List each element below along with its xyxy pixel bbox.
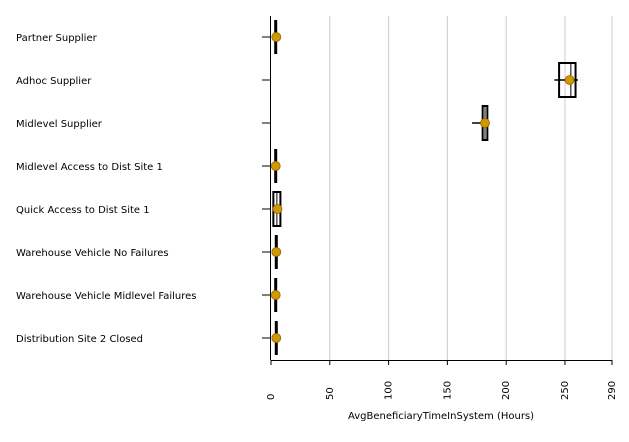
box-plot-item — [272, 191, 283, 227]
x-axis-label: AvgBeneficiaryTimeInSystem (Hours) — [348, 411, 534, 422]
category-label: Quick Access to Dist Site 1 — [16, 205, 150, 216]
category-label: Partner Supplier — [16, 33, 98, 44]
mean-marker — [271, 32, 282, 42]
box-plot-item — [270, 149, 281, 183]
box-plot-item — [271, 321, 282, 355]
mean-marker — [271, 333, 282, 343]
category-labels: Partner Supplier Adhoc Supplier Midlevel S… — [16, 33, 270, 345]
mean-marker — [480, 118, 490, 128]
mean-marker — [270, 290, 281, 300]
x-tick-label: 50 — [325, 387, 336, 400]
box-plot-item — [270, 278, 281, 312]
category-label: Warehouse Vehicle Midlevel Failures — [16, 291, 197, 302]
category-label: Adhoc Supplier — [16, 76, 92, 87]
box — [558, 62, 577, 98]
category-label: Midlevel Access to Dist Site 1 — [16, 162, 163, 173]
grid-lines — [329, 16, 613, 360]
x-tick-label: 200 — [501, 381, 512, 400]
category-label: Warehouse Vehicle No Failures — [16, 248, 169, 259]
mean-marker — [564, 75, 575, 85]
x-tick-label: 100 — [384, 381, 395, 400]
x-tick-label: 290 — [607, 381, 618, 400]
x-tick-label: 0 — [266, 394, 277, 400]
category-label: Midlevel Supplier — [16, 119, 103, 130]
mean-marker — [270, 161, 281, 171]
box-plot-item — [472, 105, 490, 141]
box-plot-item — [271, 235, 282, 269]
x-axis: 0 50 100 150 200 250 290 — [266, 16, 618, 400]
box-plot-item — [271, 20, 282, 54]
category-label: Distribution Site 2 Closed — [16, 334, 143, 345]
mean-marker — [271, 247, 282, 257]
box-series — [270, 20, 578, 355]
x-tick-label: 150 — [442, 381, 453, 400]
mean-marker — [272, 204, 283, 214]
x-tick-label: 250 — [560, 381, 571, 400]
box-plot-item — [554, 62, 578, 98]
